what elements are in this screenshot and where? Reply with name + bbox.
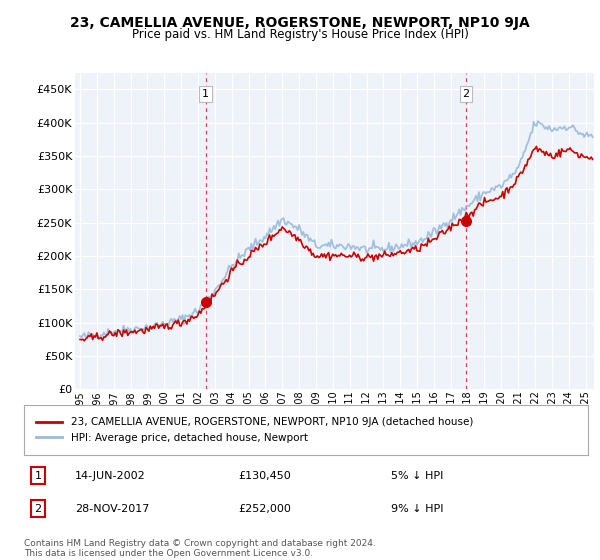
Text: 1: 1 bbox=[35, 470, 41, 480]
Text: 2: 2 bbox=[463, 89, 469, 99]
Text: 9% ↓ HPI: 9% ↓ HPI bbox=[391, 504, 443, 514]
Legend: 23, CAMELLIA AVENUE, ROGERSTONE, NEWPORT, NP10 9JA (detached house), HPI: Averag: 23, CAMELLIA AVENUE, ROGERSTONE, NEWPORT… bbox=[32, 413, 477, 447]
Text: 28-NOV-2017: 28-NOV-2017 bbox=[75, 504, 149, 514]
Text: 5% ↓ HPI: 5% ↓ HPI bbox=[391, 470, 443, 480]
Text: 1: 1 bbox=[202, 89, 209, 99]
Text: 14-JUN-2002: 14-JUN-2002 bbox=[75, 470, 146, 480]
Text: 23, CAMELLIA AVENUE, ROGERSTONE, NEWPORT, NP10 9JA: 23, CAMELLIA AVENUE, ROGERSTONE, NEWPORT… bbox=[70, 16, 530, 30]
Text: 2: 2 bbox=[35, 504, 41, 514]
Text: Price paid vs. HM Land Registry's House Price Index (HPI): Price paid vs. HM Land Registry's House … bbox=[131, 28, 469, 41]
Text: £130,450: £130,450 bbox=[238, 470, 291, 480]
Text: Contains HM Land Registry data © Crown copyright and database right 2024.
This d: Contains HM Land Registry data © Crown c… bbox=[24, 539, 376, 558]
Text: £252,000: £252,000 bbox=[238, 504, 291, 514]
